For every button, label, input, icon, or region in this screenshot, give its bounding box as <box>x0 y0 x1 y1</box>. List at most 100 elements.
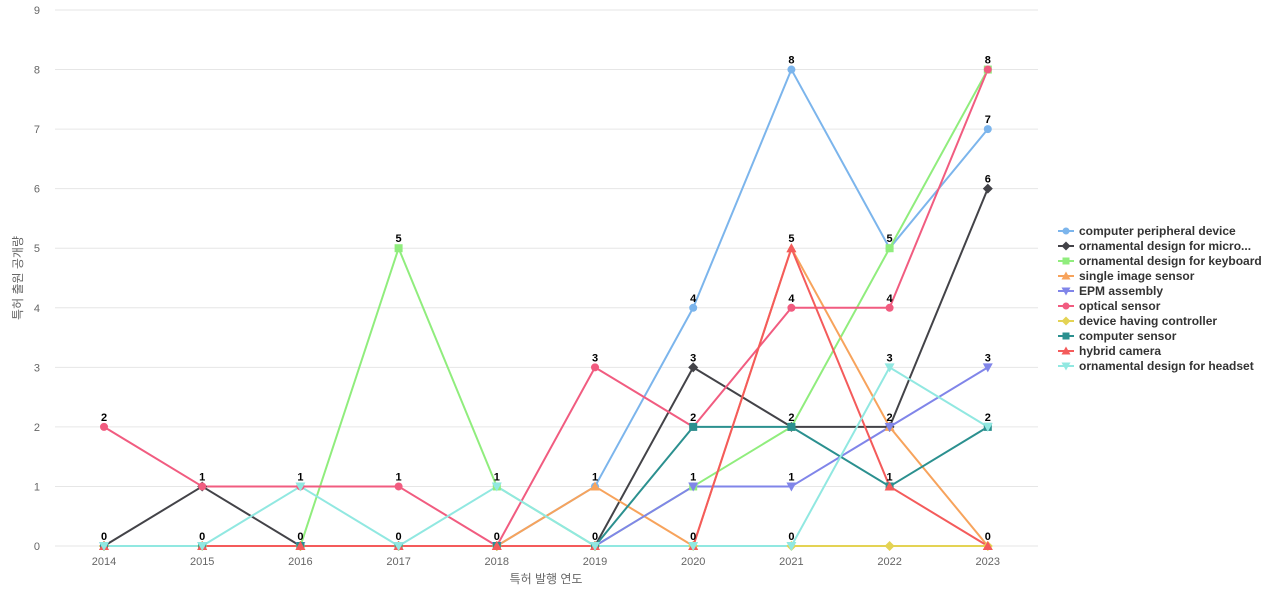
data-label: 5 <box>396 233 402 245</box>
data-point <box>884 422 895 432</box>
legend-item: hybrid camera <box>1058 344 1161 358</box>
data-label: 5 <box>788 233 794 245</box>
data-label: 2 <box>887 412 893 424</box>
data-label: 0 <box>396 531 402 543</box>
data-label: 0 <box>985 531 991 543</box>
x-tick-label: 2020 <box>681 556 705 568</box>
y-tick-label: 4 <box>34 303 40 315</box>
legend-marker <box>1062 227 1070 235</box>
y-tick-label: 8 <box>34 65 40 77</box>
x-tick-label: 2022 <box>877 556 901 568</box>
data-point <box>983 125 992 134</box>
data-label: 0 <box>494 531 500 543</box>
y-tick-label: 6 <box>34 184 40 196</box>
x-tick-label: 2015 <box>190 556 214 568</box>
data-label: 0 <box>788 531 794 543</box>
y-tick-label: 1 <box>34 481 40 493</box>
data-point <box>786 243 797 253</box>
data-label: 1 <box>396 471 402 483</box>
y-axis-title: 특허 출원 공개량 <box>11 236 25 320</box>
data-point <box>590 542 600 551</box>
y-axis-ticks: 0 1 2 3 4 5 6 7 8 9 <box>34 5 40 553</box>
data-label: 3 <box>887 352 893 364</box>
legend-item: EPM assembly <box>1058 284 1163 298</box>
data-point <box>786 542 797 551</box>
legend-label: ornamental design for headset <box>1079 359 1254 373</box>
data-point <box>393 542 404 551</box>
data-point <box>689 422 698 431</box>
series-line <box>103 247 989 547</box>
data-point <box>983 65 992 74</box>
data-point <box>688 482 699 492</box>
data-label: 5 <box>887 233 893 245</box>
data-label: 0 <box>199 531 205 543</box>
y-tick-label: 5 <box>34 243 40 255</box>
data-point <box>885 303 894 312</box>
x-tick-label: 2014 <box>92 556 116 568</box>
data-point <box>787 422 796 431</box>
legend-item: computer peripheral device <box>1058 224 1236 238</box>
data-label: 0 <box>297 531 303 543</box>
data-point <box>688 542 699 551</box>
data-point <box>99 542 109 551</box>
x-tick-label: 2021 <box>779 556 803 568</box>
data-point <box>982 541 993 550</box>
legend-item: ornamental design for micro... <box>1058 239 1251 253</box>
x-axis-ticks: 2014 2015 2016 2017 2018 2019 2020 2021 2022 2023 <box>92 556 1000 568</box>
data-point <box>982 363 993 373</box>
y-tick-label: 7 <box>34 124 40 136</box>
data-point <box>591 363 599 372</box>
series-line <box>103 68 989 547</box>
legend-marker <box>1061 287 1071 296</box>
data-label: 1 <box>592 471 598 483</box>
data-label: 4 <box>788 293 795 305</box>
data-point <box>100 422 108 431</box>
x-tick-label: 2016 <box>288 556 312 568</box>
data-label: 0 <box>690 531 696 543</box>
grid-lines <box>55 9 1038 547</box>
data-point <box>688 362 699 373</box>
data-point <box>394 244 403 253</box>
data-point <box>787 303 796 312</box>
data-label: 1 <box>690 471 696 483</box>
data-label: 1 <box>297 471 303 483</box>
data-label: 2 <box>788 412 794 424</box>
data-point <box>982 422 993 432</box>
series-lines <box>103 68 989 547</box>
x-tick-label: 2019 <box>583 556 607 568</box>
legend-item: device having controller <box>1058 314 1217 328</box>
series-markers <box>99 65 993 551</box>
data-point <box>295 541 306 550</box>
legend-item: optical sensor <box>1058 299 1161 313</box>
legend-item: ornamental design for keyboard <box>1058 254 1262 268</box>
data-label: 2 <box>101 412 107 424</box>
data-label: 4 <box>690 293 697 305</box>
legend-marker <box>1061 241 1071 251</box>
data-label: 1 <box>199 471 205 483</box>
legend-label: hybrid camera <box>1079 344 1161 358</box>
data-label: 0 <box>592 531 598 543</box>
data-point <box>491 541 502 550</box>
series-line <box>103 366 989 547</box>
data-label: 4 <box>887 293 894 305</box>
legend-label: computer sensor <box>1079 329 1177 343</box>
x-tick-label: 2018 <box>485 556 509 568</box>
data-point <box>884 481 895 491</box>
legend-label: device having controller <box>1079 314 1217 328</box>
y-tick-label: 9 <box>34 5 40 17</box>
y-tick-label: 2 <box>34 422 40 434</box>
legend-label: ornamental design for keyboard <box>1079 254 1262 268</box>
data-point <box>689 303 698 312</box>
data-label: 0 <box>101 531 107 543</box>
data-label: 1 <box>788 471 794 483</box>
y-tick-label: 3 <box>34 362 40 374</box>
data-point <box>786 482 797 492</box>
legend-marker <box>1061 316 1071 326</box>
legend-marker <box>1062 302 1070 310</box>
x-tick-label: 2017 <box>386 556 410 568</box>
legend-item: single image sensor <box>1058 269 1195 283</box>
